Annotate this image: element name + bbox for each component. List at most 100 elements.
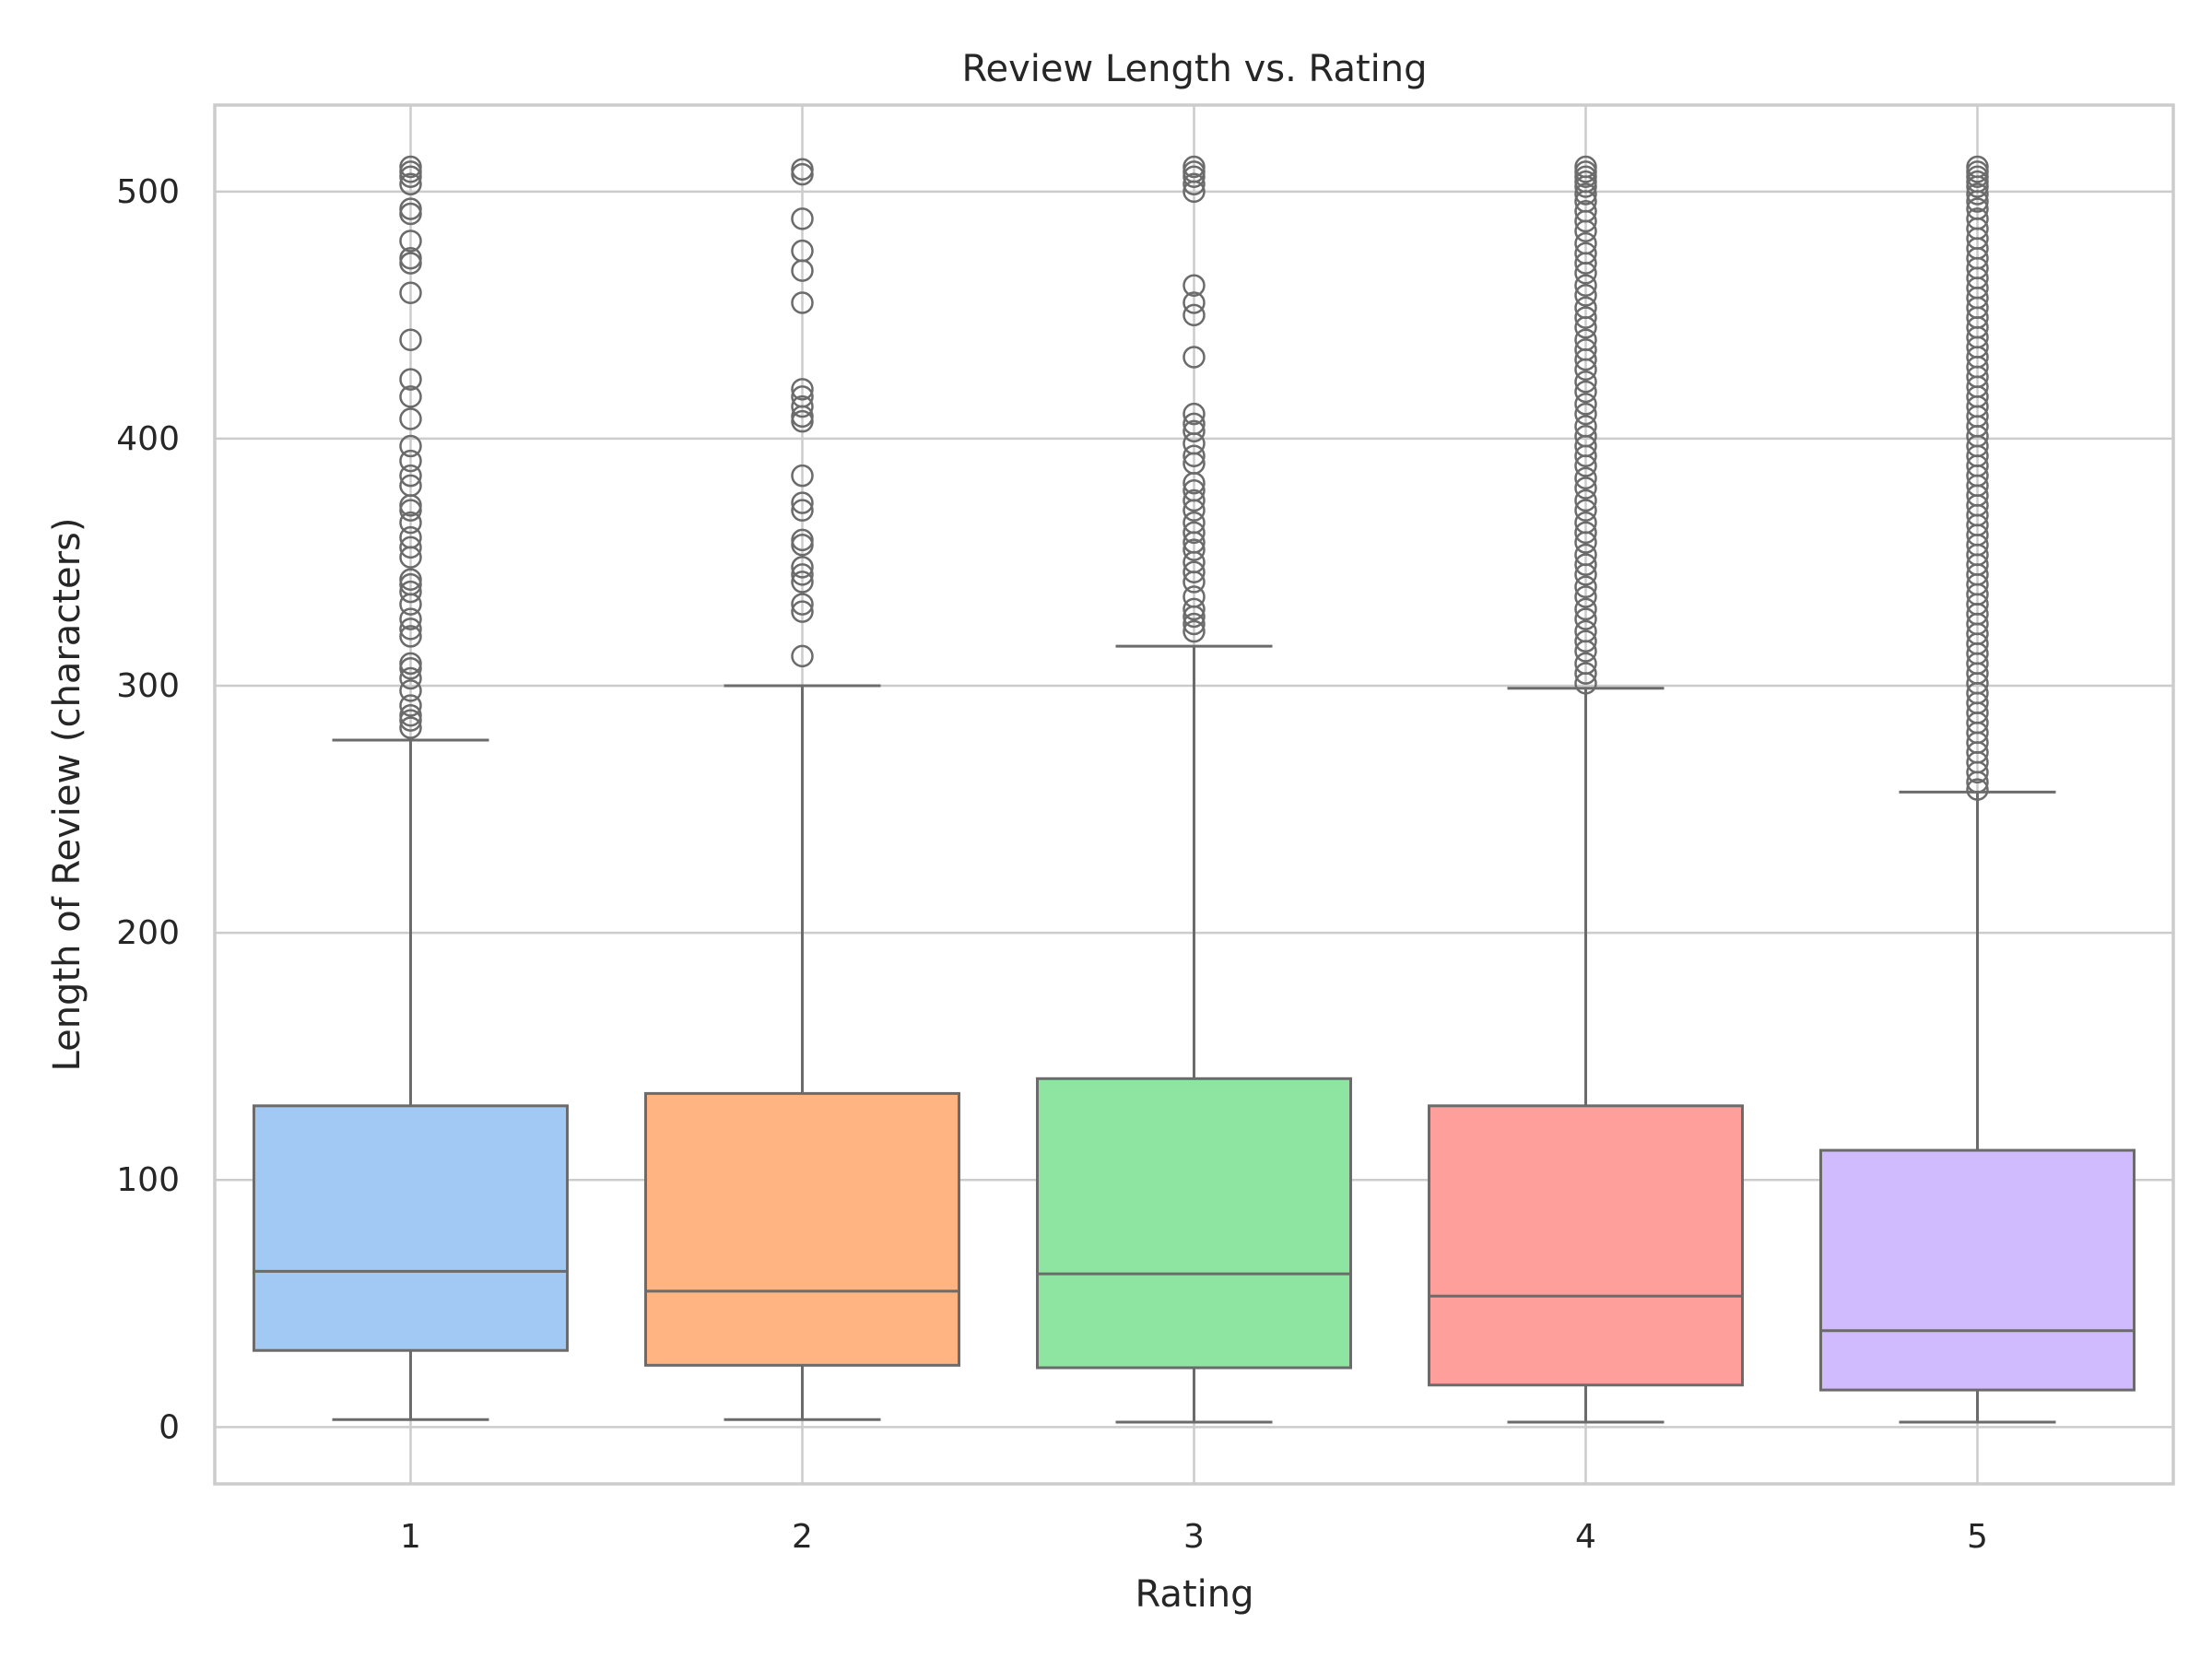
outlier-point — [1182, 560, 1206, 583]
outlier-point — [1182, 488, 1206, 512]
outlier-point — [1182, 155, 1206, 179]
outlier-point — [399, 525, 422, 549]
outlier-point — [791, 528, 814, 552]
outlier-point — [1574, 575, 1597, 599]
outlier-point — [1182, 538, 1206, 561]
outlier-point — [791, 291, 814, 314]
x-tick-label: 3 — [1183, 1518, 1205, 1556]
outlier-point — [399, 625, 422, 648]
x-tick-label: 2 — [792, 1518, 813, 1556]
outlier-point — [791, 378, 814, 401]
outlier-point — [1574, 619, 1597, 643]
outlier-point — [1182, 291, 1206, 314]
outlier-point — [399, 511, 422, 535]
outlier-point — [1574, 607, 1597, 630]
outlier-point — [791, 600, 814, 623]
outlier-point — [399, 703, 422, 727]
chart-title: Review Length vs. Rating — [961, 48, 1427, 90]
outlier-point — [399, 474, 422, 498]
outlier-point — [399, 464, 422, 488]
outlier-point — [1966, 207, 1989, 230]
outlier-point — [1574, 425, 1597, 448]
outlier-point — [1182, 444, 1206, 467]
outlier-point — [791, 158, 814, 181]
outlier-point — [791, 563, 814, 586]
outlier-point — [1574, 511, 1597, 535]
outlier-point — [1182, 511, 1206, 535]
y-tick-label: 200 — [116, 914, 180, 952]
y-tick-label: 400 — [116, 420, 180, 458]
box-group — [1036, 155, 1352, 1424]
box-group — [644, 158, 960, 1421]
outlier-point — [399, 666, 422, 690]
outlier-point — [791, 385, 814, 408]
outlier-point — [1574, 402, 1597, 426]
outlier-point — [1182, 612, 1206, 636]
iqr-box — [644, 1091, 960, 1367]
outlier-point — [1574, 393, 1597, 416]
outlier-point — [1574, 274, 1597, 297]
outlier-point — [399, 618, 422, 641]
outlier-point — [399, 407, 422, 430]
outlier-point — [1182, 419, 1206, 443]
outlier-point — [791, 644, 814, 668]
x-tick-label: 4 — [1575, 1518, 1596, 1556]
outlier-point — [791, 394, 814, 418]
outlier-point — [1574, 543, 1597, 567]
outlier-point — [1574, 182, 1597, 206]
outlier-point — [399, 328, 422, 351]
outlier-point — [791, 499, 814, 522]
outlier-point — [399, 568, 422, 592]
outlier-point — [1574, 521, 1597, 545]
outlier-point — [791, 491, 814, 514]
box-layer — [253, 155, 2136, 1424]
outlier-point — [1182, 172, 1206, 196]
outlier-point — [399, 449, 422, 473]
outlier-point — [1574, 241, 1597, 265]
y-axis-label: Length of Review (characters) — [46, 518, 88, 1072]
outlier-point — [1574, 380, 1597, 404]
x-tick-label: 1 — [400, 1518, 421, 1556]
outlier-point — [399, 535, 422, 559]
outlier-point — [399, 607, 422, 630]
outlier-point — [399, 368, 422, 391]
iqr-box — [253, 1104, 569, 1352]
iqr-box — [1428, 1104, 1744, 1387]
outlier-point — [1182, 303, 1206, 327]
outlier-point — [1182, 346, 1206, 369]
outlier-point — [1574, 597, 1597, 621]
outlier-point — [1574, 662, 1597, 685]
outlier-point — [791, 571, 814, 594]
outlier-point — [399, 652, 422, 676]
tick-layer: 0 100 200 300 400 500 1 2 3 4 5 — [116, 173, 1988, 1556]
outlier-point — [1574, 231, 1597, 255]
outlier-point — [1574, 200, 1597, 223]
outlier-point — [1574, 284, 1597, 307]
outlier-point — [399, 246, 422, 270]
outlier-point — [1574, 306, 1597, 329]
outlier-point — [399, 155, 422, 179]
outlier-point — [1966, 182, 1989, 206]
outlier-point — [1182, 585, 1206, 608]
outlier-point — [399, 434, 422, 458]
outlier-point — [1574, 415, 1597, 438]
outlier-point — [399, 679, 422, 702]
outlier-point — [399, 694, 422, 717]
outlier-point — [1574, 155, 1597, 179]
outlier-point — [399, 281, 422, 305]
outlier-point — [1574, 553, 1597, 576]
y-tick-label: 300 — [116, 667, 180, 705]
outlier-point — [1182, 274, 1206, 297]
outlier-point — [791, 207, 814, 230]
iqr-box — [1036, 1077, 1352, 1370]
outlier-point — [1574, 499, 1597, 522]
outlier-point — [1574, 296, 1597, 320]
outlier-point — [1574, 371, 1597, 394]
outlier-point — [399, 716, 422, 739]
x-tick-label: 5 — [1967, 1518, 1988, 1556]
outlier-point — [791, 593, 814, 616]
outlier-point — [1574, 652, 1597, 676]
outlier-point — [1182, 478, 1206, 502]
box-group — [253, 155, 569, 1421]
